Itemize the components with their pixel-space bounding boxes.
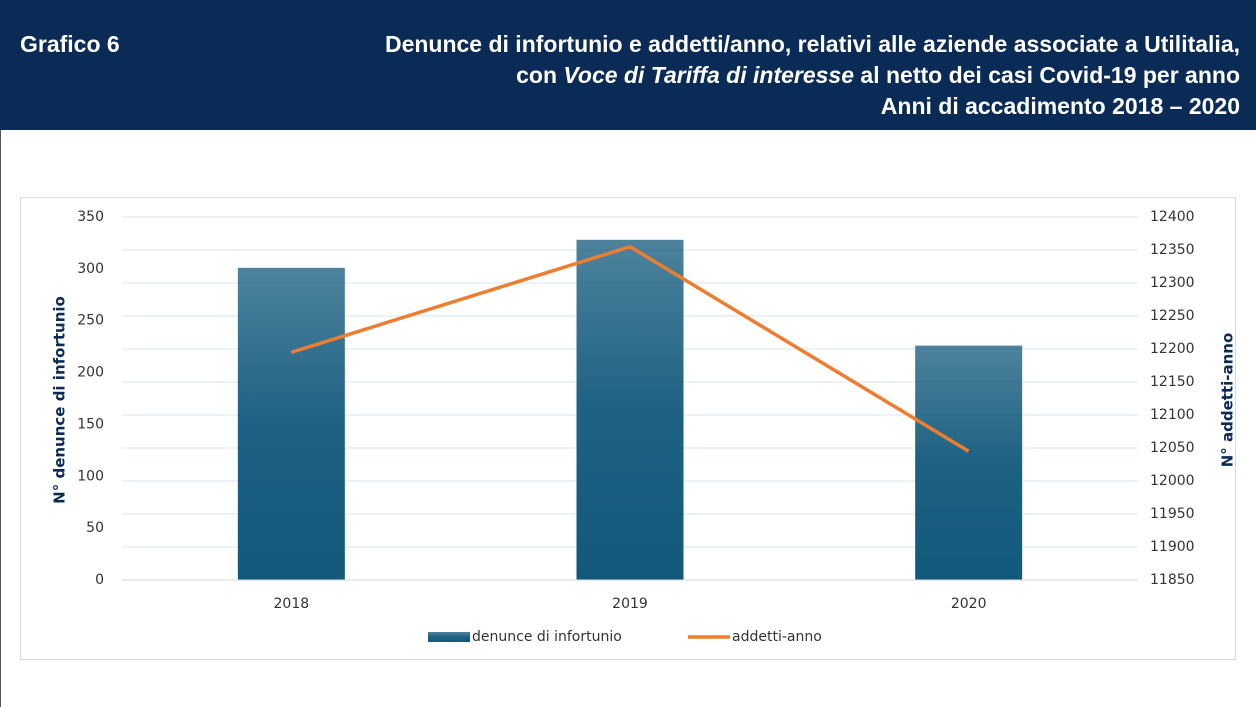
figure-label: Grafico 6 [20, 31, 120, 57]
y-tick-label: 200 [77, 365, 104, 381]
title-part: con [516, 62, 564, 88]
x-tick-label: 2019 [612, 596, 648, 612]
y2-tick-label: 12350 [1150, 242, 1195, 258]
title-italic: Voce di Tariffa di interesse [563, 62, 855, 88]
legend-swatch [428, 632, 470, 642]
y2-axis-title: N° addetti-anno [1219, 333, 1237, 468]
y-axis-title: N° denunce di infortunio [51, 296, 69, 504]
bar [915, 345, 1023, 580]
bar [237, 267, 345, 580]
bar [576, 239, 684, 580]
y2-tick-label: 12250 [1150, 308, 1195, 324]
legend-label: denunce di infortunio [472, 629, 622, 645]
y2-tick-label: 11950 [1150, 506, 1195, 522]
y-tick-label: 50 [86, 520, 104, 536]
title-line: Denunce di infortunio e addetti/anno, re… [384, 31, 1240, 57]
y2-tick-label: 12300 [1150, 275, 1195, 291]
y2-tick-label: 12200 [1150, 341, 1195, 357]
y2-tick-label: 11900 [1150, 539, 1195, 555]
y-tick-label: 250 [77, 313, 104, 329]
y2-tick-label: 12050 [1150, 440, 1195, 456]
y-tick-label: 0 [95, 572, 104, 588]
header: Grafico 6 Denunce di infortunio e addett… [0, 0, 1256, 130]
y2-tick-label: 12100 [1150, 407, 1195, 423]
title-line: con Voce di Tariffa di interesse al nett… [516, 62, 1240, 89]
left-rule [0, 130, 1, 707]
title-part: al netto dei casi Covid-19 per anno [854, 62, 1240, 88]
legend-label: addetti-anno [732, 629, 822, 645]
line [290, 244, 970, 453]
y2-tick-label: 12000 [1150, 473, 1195, 489]
y-tick-label: 100 [77, 468, 104, 484]
y-tick-label: 150 [77, 416, 104, 432]
title-line: Anni di accadimento 2018 – 2020 [880, 93, 1240, 119]
chart-frame [20, 197, 1236, 660]
y-tick-label: 300 [77, 261, 104, 277]
y-tick-label: 350 [77, 209, 104, 225]
y2-tick-label: 12400 [1150, 209, 1195, 225]
y2-tick-label: 12150 [1150, 374, 1195, 390]
y2-tick-label: 11850 [1150, 572, 1195, 588]
x-tick-label: 2020 [951, 596, 987, 612]
x-tick-label: 2018 [274, 596, 310, 612]
